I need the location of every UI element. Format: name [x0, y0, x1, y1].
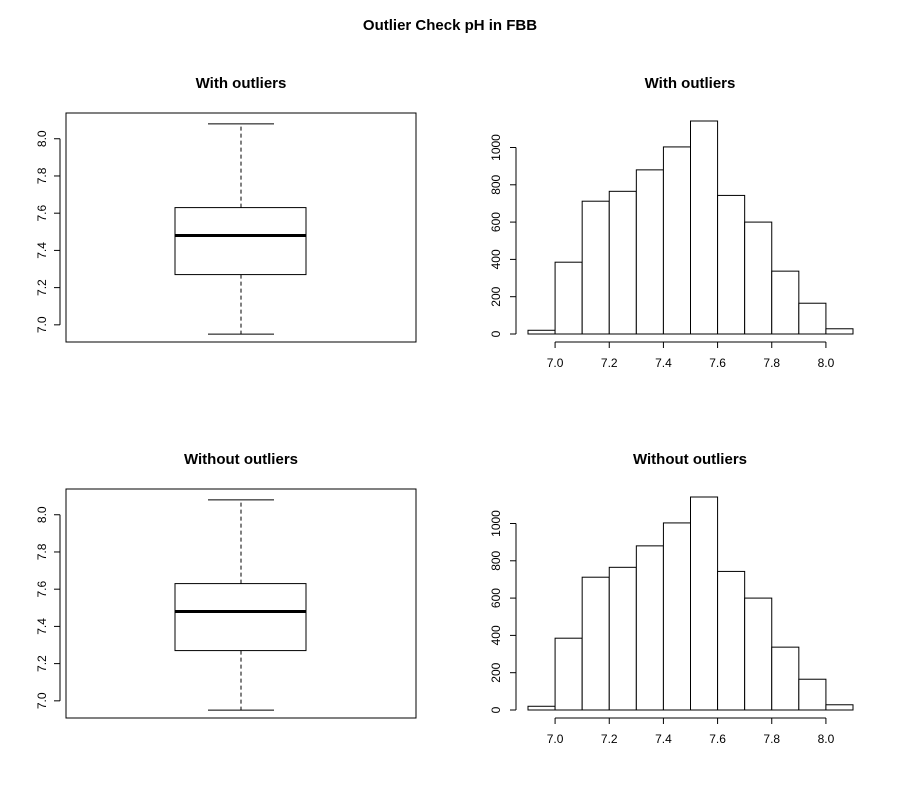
y-tick-label: 7.6	[35, 205, 49, 222]
x-tick-label: 7.8	[763, 356, 780, 370]
x-tick-label: 7.4	[655, 732, 672, 746]
histogram-bar	[690, 120, 719, 335]
x-tick-label: 7.6	[709, 732, 726, 746]
y-tick-label: 8.0	[35, 506, 49, 523]
y-tick-label: 7.2	[35, 655, 49, 672]
y-tick-label: 600	[489, 588, 503, 608]
x-tick-label: 8.0	[818, 732, 835, 746]
y-tick-label: 200	[489, 286, 503, 306]
histogram-bar	[771, 270, 800, 335]
y-tick-label: 7.4	[35, 618, 49, 635]
histogram-bar	[608, 190, 637, 335]
x-tick-label: 7.0	[547, 732, 564, 746]
histogram-bar	[744, 597, 773, 711]
x-tick-label: 7.2	[601, 732, 618, 746]
y-tick-label: 7.6	[35, 581, 49, 598]
y-tick-label: 0	[489, 706, 503, 713]
y-tick-label: 0	[489, 330, 503, 337]
y-tick-label: 400	[489, 625, 503, 645]
histogram-bar	[554, 637, 583, 711]
y-tick-label: 7.4	[35, 242, 49, 259]
y-tick-label: 7.0	[35, 692, 49, 709]
y-tick-label: 1000	[489, 510, 503, 537]
histogram-bar	[798, 678, 827, 711]
histogram-bar	[662, 522, 692, 711]
panel-title: With outliers	[645, 75, 736, 92]
panel-title: Without outliers	[184, 451, 298, 468]
x-tick-label: 7.0	[547, 356, 564, 370]
boxplot-without-outliers: Without outliers 7.0 7.2 7.4 7.6 7.8 8.0	[35, 451, 417, 719]
panel-title: Without outliers	[633, 451, 747, 468]
figure-title: Outlier Check pH in FBB	[363, 17, 537, 34]
histogram-bar	[581, 200, 610, 335]
histogram-bar	[635, 169, 664, 335]
y-tick-label: 800	[489, 550, 503, 570]
histogram-bar	[717, 570, 746, 711]
histogram-bar	[581, 576, 610, 711]
boxplot-with-outliers: With outliers 7.0 7.2 7.4 7.6 7.8 8.0	[35, 75, 417, 343]
plot-frame	[65, 488, 417, 719]
y-tick-label: 8.0	[35, 130, 49, 147]
histogram-bar	[690, 496, 719, 711]
y-tick-label: 7.2	[35, 279, 49, 296]
y-tick-label: 7.0	[35, 316, 49, 333]
histogram-bar	[635, 545, 664, 711]
x-tick-label: 7.2	[601, 356, 618, 370]
histogram-bar	[744, 221, 773, 335]
histogram-bar	[825, 704, 854, 711]
panel-title: With outliers	[196, 75, 287, 92]
y-tick-label: 7.8	[35, 167, 49, 184]
histogram-bar	[608, 566, 637, 711]
x-tick-label: 8.0	[818, 356, 835, 370]
histogram-with-outliers: With outliers 7.0 7.2 7.4 7.6 7.8 8.0 0 200 400 6…	[489, 75, 854, 370]
iqr-box	[174, 583, 307, 652]
y-tick-label: 400	[489, 249, 503, 269]
y-tick-label: 1000	[489, 134, 503, 161]
histogram-bar	[798, 302, 827, 335]
plot-frame	[65, 112, 417, 343]
x-tick-label: 7.8	[763, 732, 780, 746]
x-tick-label: 7.6	[709, 356, 726, 370]
histogram-bar	[771, 646, 800, 711]
histogram-bar	[825, 328, 854, 335]
histogram-bar	[554, 261, 583, 335]
histogram-bar	[662, 146, 692, 335]
y-tick-label: 600	[489, 212, 503, 232]
y-tick-label: 7.8	[35, 543, 49, 560]
x-tick-label: 7.4	[655, 356, 672, 370]
histogram-bar	[717, 194, 746, 335]
y-tick-label: 800	[489, 174, 503, 194]
y-tick-label: 200	[489, 662, 503, 682]
histogram-bar	[527, 705, 556, 711]
histogram-without-outliers: Without outliers 7.0 7.2 7.4 7.6 7.8 8.0 0 200 4…	[489, 451, 854, 746]
histogram-bar	[527, 329, 556, 335]
iqr-box	[174, 207, 307, 276]
